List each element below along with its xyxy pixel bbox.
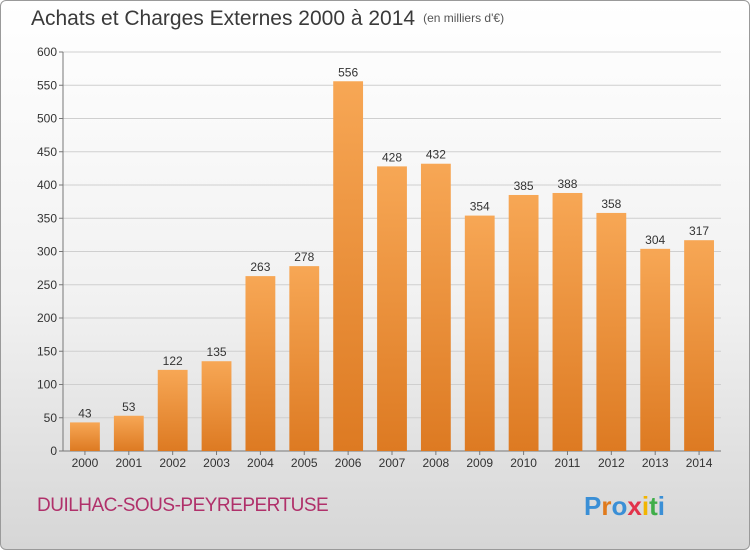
data-label-2014: 317 <box>689 224 709 238</box>
x-tick-label: 2013 <box>642 456 669 470</box>
data-label-2007: 428 <box>382 150 402 164</box>
y-tick-label: 450 <box>37 145 57 159</box>
data-label-2004: 263 <box>250 260 270 274</box>
x-tick-label: 2003 <box>203 456 230 470</box>
logo-letter: o <box>611 491 628 521</box>
x-tick-label: 2010 <box>510 456 537 470</box>
title-text: Achats et Charges Externes 2000 à 2014 <box>31 7 416 30</box>
bar-2014 <box>684 240 714 451</box>
proxiti-logo: Proxiti <box>584 491 665 522</box>
bar-2009 <box>464 215 495 451</box>
y-tick-label: 50 <box>44 411 58 425</box>
bar-2013 <box>640 248 671 451</box>
data-label-2012: 358 <box>601 197 621 211</box>
bar-2006 <box>333 81 364 451</box>
data-label-2000: 43 <box>78 406 92 420</box>
bar-2003 <box>201 361 232 451</box>
bar-2010 <box>508 194 539 451</box>
chart-subtitle: (en milliers d'€) <box>423 11 505 25</box>
data-label-2005: 278 <box>294 250 314 264</box>
y-tick-label: 200 <box>37 311 57 325</box>
bar-2011 <box>552 192 583 452</box>
bar-2000 <box>70 422 100 451</box>
x-tick-label: 2000 <box>72 456 99 470</box>
x-tick-label: 2006 <box>335 456 362 470</box>
x-tick-label: 2011 <box>555 456 581 470</box>
data-label-2011: 388 <box>557 177 577 191</box>
x-tick-label: 2012 <box>598 456 625 470</box>
y-tick-label: 400 <box>37 178 57 192</box>
x-tick-label: 2005 <box>291 456 318 470</box>
y-tick-label: 550 <box>37 78 57 92</box>
x-tick-label: 2001 <box>115 456 142 470</box>
x-tick-label: 2014 <box>686 456 713 470</box>
data-label-2009: 354 <box>470 200 490 214</box>
y-tick-label: 500 <box>37 112 57 126</box>
logo-letter: i <box>641 491 650 521</box>
chart-title: Achats et Charges Externes 2000 à 2014 (e… <box>31 7 504 31</box>
bar-2007 <box>377 166 407 451</box>
data-label-2013: 304 <box>645 233 665 247</box>
bar-2008 <box>420 163 451 451</box>
commune-name: DUILHAC-SOUS-PEYREPERTUSE <box>37 495 329 516</box>
logo-letter: i <box>657 491 665 521</box>
bar-2004 <box>245 276 276 451</box>
logo-letter: t <box>649 491 658 521</box>
data-label-2002: 122 <box>163 354 183 368</box>
logo-letter: P <box>584 491 602 521</box>
data-label-2010: 385 <box>514 179 534 193</box>
bar-2002 <box>157 369 188 451</box>
bar-2001 <box>113 415 144 451</box>
x-tick-label: 2004 <box>247 456 274 470</box>
x-tick-label: 2007 <box>379 456 406 470</box>
y-tick-label: 100 <box>37 378 57 392</box>
logo-letter: x <box>627 491 642 521</box>
x-tick-label: 2009 <box>466 456 493 470</box>
data-label-2008: 432 <box>426 148 446 162</box>
data-label-2001: 53 <box>122 400 136 414</box>
y-tick-label: 350 <box>37 211 57 225</box>
y-tick-label: 150 <box>37 344 57 358</box>
x-tick-label: 2002 <box>159 456 186 470</box>
y-tick-label: 600 <box>37 45 57 59</box>
y-tick-label: 0 <box>50 444 57 458</box>
data-label-2003: 135 <box>207 345 227 359</box>
x-tick-label: 2008 <box>423 456 450 470</box>
y-tick-label: 250 <box>37 278 57 292</box>
data-label-2006: 556 <box>338 65 358 79</box>
logo-letter: r <box>601 491 612 521</box>
bar-2012 <box>596 212 627 451</box>
bar-2005 <box>289 266 320 451</box>
y-tick-label: 300 <box>37 245 57 259</box>
